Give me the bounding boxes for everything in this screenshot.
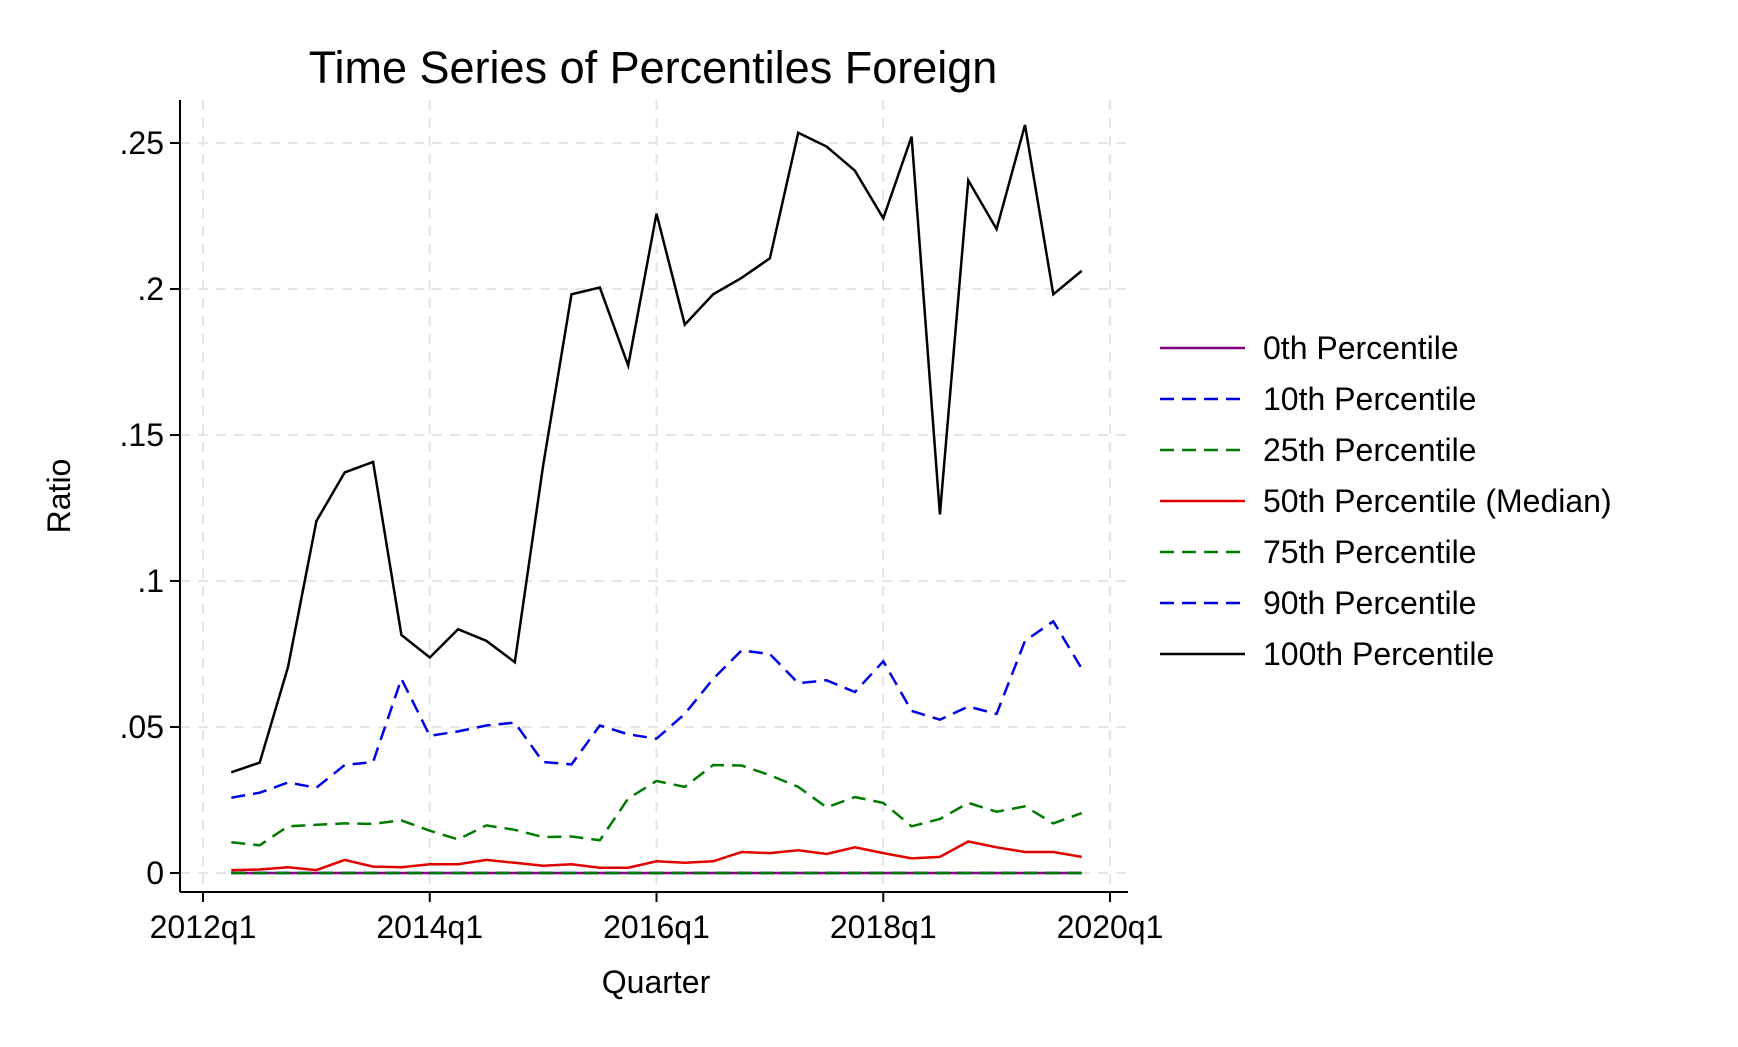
x-tick-label: 2018q1 — [830, 909, 937, 945]
legend-label: 50th Percentile (Median) — [1263, 483, 1612, 519]
series-line — [231, 619, 1083, 799]
series-line — [231, 763, 1083, 847]
y-tick-label: .1 — [137, 563, 164, 599]
x-tick-label: 2012q1 — [150, 909, 257, 945]
legend-label: 75th Percentile — [1263, 534, 1476, 570]
x-tick-label: 2020q1 — [1057, 909, 1164, 945]
legend-label: 90th Percentile — [1263, 585, 1476, 621]
y-tick-label: .15 — [120, 417, 164, 453]
y-tick-label: .2 — [137, 271, 164, 307]
y-tick-label: .05 — [120, 709, 164, 745]
series-line — [231, 840, 1082, 872]
chart-title: Time Series of Percentiles Foreign — [309, 42, 998, 93]
x-tick-label: 2016q1 — [603, 909, 710, 945]
legend-label: 10th Percentile — [1263, 381, 1476, 417]
axes: 0 .05 .1 .15 .2 .25 2012q1 2014q1 2016q1 2018q1 20… — [120, 100, 1164, 945]
x-tick-label: 2014q1 — [376, 909, 483, 945]
y-tick-label: 0 — [146, 855, 164, 891]
y-tick-label: .25 — [120, 125, 164, 161]
y-axis-label: Ratio — [41, 459, 77, 534]
legend: 0th Percentile 10th Percentile 25th Percen… — [1160, 330, 1612, 672]
series-lines — [230, 124, 1083, 875]
legend-label: 0th Percentile — [1263, 330, 1459, 366]
grid — [180, 100, 1128, 892]
legend-label: 100th Percentile — [1263, 636, 1494, 672]
series-line — [230, 124, 1083, 774]
legend-label: 25th Percentile — [1263, 432, 1476, 468]
x-axis-label: Quarter — [602, 964, 711, 1000]
